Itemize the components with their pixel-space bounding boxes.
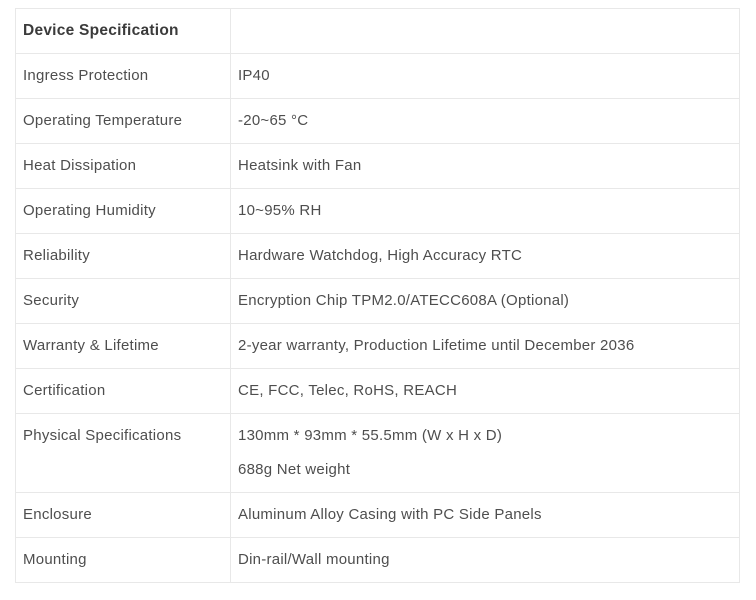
spec-value-line: Heatsink with Fan <box>238 157 362 174</box>
spec-label: Certification <box>15 368 231 414</box>
spec-label: Enclosure <box>15 492 231 538</box>
table-row: Operating Temperature -20~65 °C <box>15 98 740 144</box>
table-row: Ingress Protection IP40 <box>15 53 740 99</box>
table-row: Mounting Din-rail/Wall mounting <box>15 537 740 583</box>
spec-label: Ingress Protection <box>15 53 231 99</box>
spec-label: Heat Dissipation <box>15 143 231 189</box>
spec-value-line: Aluminum Alloy Casing with PC Side Panel… <box>238 506 542 523</box>
table-row: Enclosure Aluminum Alloy Casing with PC S… <box>15 492 740 538</box>
spec-value: Heatsink with Fan <box>230 143 740 189</box>
spec-value-line: 130mm * 93mm * 55.5mm (W x H x D) <box>238 427 503 444</box>
spec-value: Encryption Chip TPM2.0/ATECC608A (Option… <box>230 278 740 324</box>
spec-value: -20~65 °C <box>230 98 740 144</box>
spec-label: Warranty & Lifetime <box>15 323 231 369</box>
spec-value: CE, FCC, Telec, RoHS, REACH <box>230 368 740 414</box>
spec-value: Aluminum Alloy Casing with PC Side Panel… <box>230 492 740 538</box>
table-body: Ingress Protection IP40 Operating Temperat… <box>15 53 740 583</box>
spec-value: 130mm * 93mm * 55.5mm (W x H x D) 688g Ne… <box>230 413 740 493</box>
device-specification-table: Device Specification Ingress Protection I… <box>15 8 740 583</box>
spec-label: Operating Humidity <box>15 188 231 234</box>
table-row: Physical Specifications 130mm * 93mm * 55… <box>15 413 740 493</box>
table-row: Operating Humidity 10~95% RH <box>15 188 740 234</box>
table-row: Certification CE, FCC, Telec, RoHS, REACH <box>15 368 740 414</box>
table-row: Reliability Hardware Watchdog, High Accur… <box>15 233 740 279</box>
spec-value-line: CE, FCC, Telec, RoHS, REACH <box>238 382 458 399</box>
spec-label: Security <box>15 278 231 324</box>
spec-label: Physical Specifications <box>15 413 231 493</box>
spec-value: 10~95% RH <box>230 188 740 234</box>
spec-value: 2-year warranty, Production Lifetime unt… <box>230 323 740 369</box>
table-header-empty-cell <box>230 8 740 54</box>
spec-label: Mounting <box>15 537 231 583</box>
spec-value-line: 10~95% RH <box>238 202 322 219</box>
spec-value: Din-rail/Wall mounting <box>230 537 740 583</box>
table-header-title: Device Specification <box>15 8 231 54</box>
table-row: Security Encryption Chip TPM2.0/ATECC608A… <box>15 278 740 324</box>
spec-label: Reliability <box>15 233 231 279</box>
spec-value-line: Din-rail/Wall mounting <box>238 551 390 568</box>
spec-value-line: -20~65 °C <box>238 112 309 129</box>
table-row: Heat Dissipation Heatsink with Fan <box>15 143 740 189</box>
spec-value-line: Encryption Chip TPM2.0/ATECC608A (Option… <box>238 292 570 309</box>
spec-value-line: Hardware Watchdog, High Accuracy RTC <box>238 247 523 264</box>
spec-value: IP40 <box>230 53 740 99</box>
table-header-row: Device Specification <box>15 8 740 54</box>
spec-value-line: IP40 <box>238 67 270 84</box>
spec-value-line: 688g Net weight <box>238 461 351 478</box>
spec-value: Hardware Watchdog, High Accuracy RTC <box>230 233 740 279</box>
spec-label: Operating Temperature <box>15 98 231 144</box>
spec-value-line: 2-year warranty, Production Lifetime unt… <box>238 337 635 354</box>
table-row: Warranty & Lifetime 2-year warranty, Prod… <box>15 323 740 369</box>
